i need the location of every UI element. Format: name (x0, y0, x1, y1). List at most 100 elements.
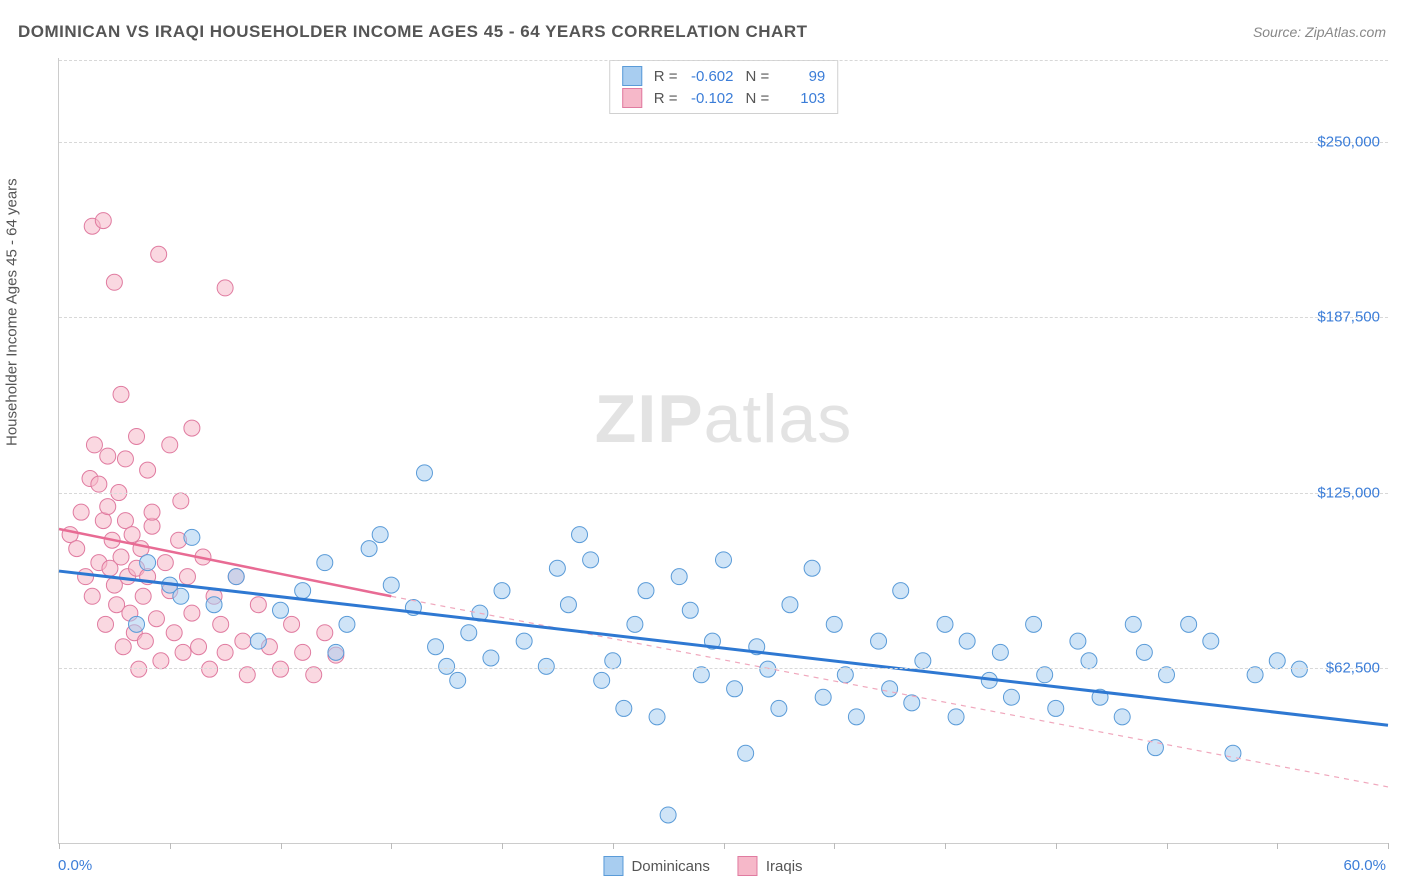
n-value: 103 (777, 90, 825, 107)
scatter-svg (59, 58, 1388, 843)
data-point (638, 583, 654, 599)
data-point (461, 625, 477, 641)
data-point (1037, 667, 1053, 683)
x-tick (1056, 843, 1057, 849)
legend-label: Iraqis (766, 858, 803, 875)
y-tick-label: $125,000 (1317, 484, 1380, 501)
data-point (760, 661, 776, 677)
data-point (583, 552, 599, 568)
data-point (175, 644, 191, 660)
data-point (73, 504, 89, 520)
data-point (1048, 700, 1064, 716)
data-point (148, 611, 164, 627)
r-value: -0.602 (686, 68, 734, 85)
data-point (660, 807, 676, 823)
chart-title: DOMINICAN VS IRAQI HOUSEHOLDER INCOME AG… (18, 22, 807, 42)
n-label: N = (746, 90, 770, 107)
data-point (416, 465, 432, 481)
data-point (140, 462, 156, 478)
data-point (560, 597, 576, 613)
y-tick-label: $187,500 (1317, 309, 1380, 326)
data-point (239, 667, 255, 683)
data-point (572, 527, 588, 543)
y-axis-label: Householder Income Ages 45 - 64 years (4, 178, 21, 446)
legend-swatch (603, 856, 623, 876)
x-tick (59, 843, 60, 849)
data-point (295, 583, 311, 599)
data-point (439, 658, 455, 674)
data-point (1269, 653, 1285, 669)
data-point (157, 555, 173, 571)
data-point (1070, 633, 1086, 649)
data-point (86, 437, 102, 453)
data-point (250, 597, 266, 613)
data-point (98, 616, 114, 632)
data-point (782, 597, 798, 613)
data-point (217, 280, 233, 296)
gridline (59, 493, 1388, 494)
data-point (151, 246, 167, 262)
data-point (217, 644, 233, 660)
x-axis-max-label: 60.0% (1343, 857, 1386, 874)
gridline (59, 668, 1388, 669)
data-point (383, 577, 399, 593)
data-point (649, 709, 665, 725)
data-point (129, 428, 145, 444)
data-point (483, 650, 499, 666)
data-point (1125, 616, 1141, 632)
data-point (228, 569, 244, 585)
data-point (179, 569, 195, 585)
r-label: R = (654, 90, 678, 107)
data-point (317, 625, 333, 641)
data-point (78, 569, 94, 585)
x-tick (391, 843, 392, 849)
data-point (594, 672, 610, 688)
data-point (948, 709, 964, 725)
data-point (144, 504, 160, 520)
data-point (284, 616, 300, 632)
x-tick (281, 843, 282, 849)
data-point (992, 644, 1008, 660)
data-point (173, 493, 189, 509)
chart-plot-area: ZIPatlas R =-0.602N =99R =-0.102N =103 $… (58, 58, 1388, 844)
data-point (716, 552, 732, 568)
gridline (59, 317, 1388, 318)
x-tick (724, 843, 725, 849)
data-point (1181, 616, 1197, 632)
data-point (84, 588, 100, 604)
data-point (117, 451, 133, 467)
data-point (671, 569, 687, 585)
legend-label: Dominicans (631, 858, 709, 875)
x-tick (170, 843, 171, 849)
data-point (69, 541, 85, 557)
data-point (682, 602, 698, 618)
data-point (184, 420, 200, 436)
data-point (494, 583, 510, 599)
gridline (59, 142, 1388, 143)
data-point (605, 653, 621, 669)
data-point (837, 667, 853, 683)
data-point (516, 633, 532, 649)
data-point (273, 661, 289, 677)
data-point (213, 616, 229, 632)
r-label: R = (654, 68, 678, 85)
data-point (848, 709, 864, 725)
data-point (616, 700, 632, 716)
data-point (166, 625, 182, 641)
data-point (162, 437, 178, 453)
x-tick (834, 843, 835, 849)
x-tick (1388, 843, 1389, 849)
data-point (1136, 644, 1152, 660)
x-tick (1277, 843, 1278, 849)
data-point (1291, 661, 1307, 677)
data-point (815, 689, 831, 705)
stats-legend-row: R =-0.602N =99 (622, 65, 826, 87)
data-point (826, 616, 842, 632)
series-legend: Dominicans Iraqis (603, 856, 802, 876)
data-point (317, 555, 333, 571)
data-point (450, 672, 466, 688)
stats-legend-row: R =-0.102N =103 (622, 87, 826, 109)
data-point (113, 549, 129, 565)
data-point (184, 605, 200, 621)
data-point (153, 653, 169, 669)
